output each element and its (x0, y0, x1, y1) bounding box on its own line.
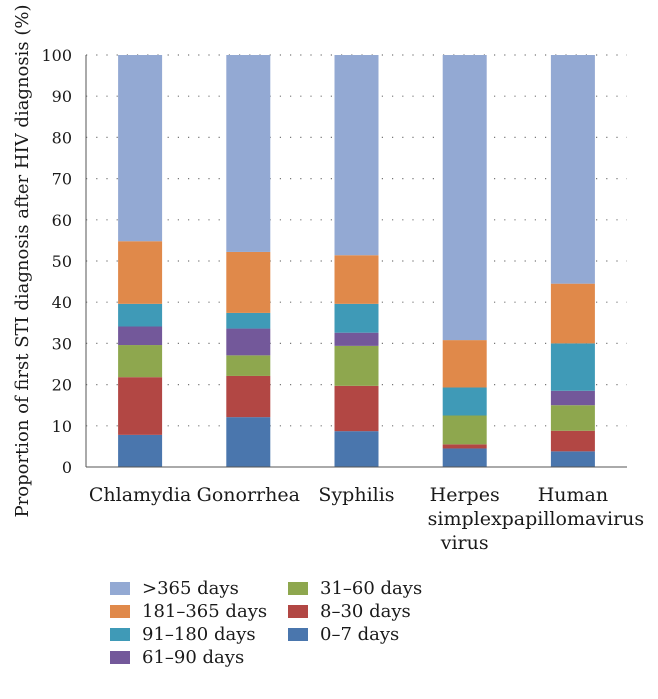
y-tick-label: 50 (52, 252, 72, 271)
bar-segment (334, 255, 379, 304)
y-tick-label: 20 (52, 376, 72, 395)
y-tick-label: 100 (41, 46, 72, 65)
bar-segment (550, 390, 595, 406)
x-tick-labels: Chlamydia Gonorrhea Syphilis Herpessimplexv… (89, 484, 644, 554)
legend-swatch (110, 605, 130, 618)
legend-swatch (288, 582, 308, 595)
bar-segment (550, 343, 595, 391)
bar-segment (442, 444, 487, 449)
axes (85, 55, 627, 468)
bar-segment (118, 303, 163, 327)
bar-segment (118, 326, 163, 346)
y-axis-label: Proportion of first STI diagnosis after … (12, 5, 33, 518)
x-tick-label: Gonorrhea (197, 484, 300, 506)
bar-segment (334, 55, 379, 256)
bar-segment (550, 405, 595, 431)
y-tick-label: 90 (52, 87, 72, 106)
bar-segment (226, 251, 271, 313)
x-tick-label: Chlamydia (89, 484, 192, 506)
bar-segment (334, 431, 379, 467)
x-tick-label: papillomavirus (502, 508, 645, 530)
bar-segment (550, 283, 595, 344)
bar-segment (442, 415, 487, 445)
bar-segment (334, 332, 379, 346)
legend-label: 181–365 days (142, 601, 267, 622)
legend-swatch (288, 628, 308, 641)
bar-segment (550, 451, 595, 467)
bar-segment (442, 387, 487, 416)
bar-segment (226, 355, 271, 376)
legend-swatch (110, 651, 130, 664)
bar-segment (334, 303, 379, 333)
bar-segment (118, 434, 163, 467)
bar-segment (334, 345, 379, 386)
y-tick-labels: 0 10 20 30 40 50 60 70 80 90 100 (41, 46, 72, 477)
y-tick-label: 60 (52, 211, 72, 230)
x-tick-label: simplex (428, 508, 502, 530)
bar-segment (226, 312, 271, 329)
bar-segment (226, 328, 271, 356)
legend-swatch (110, 582, 130, 595)
bar-segment (118, 345, 163, 378)
legend-swatch (110, 628, 130, 641)
bar-segment (226, 375, 271, 418)
x-tick-label: virus (440, 532, 489, 554)
y-tick-label: 40 (52, 293, 72, 312)
legend-label: 0–7 days (320, 624, 399, 645)
bar-stacks (118, 55, 595, 467)
legend-label: 91–180 days (142, 624, 256, 645)
y-tick-label: 80 (52, 128, 72, 147)
y-tick-label: 70 (52, 170, 72, 189)
legend-label: 61–90 days (142, 647, 244, 668)
y-tick-label: 30 (52, 334, 72, 353)
bar-segment (442, 448, 487, 467)
bar-segment (118, 377, 163, 435)
bar-segment (226, 55, 271, 252)
y-tick-label: 10 (52, 417, 72, 436)
bar-segment (118, 241, 163, 304)
x-tick-label: Herpes (430, 484, 500, 506)
x-tick-label: Human (538, 484, 608, 506)
bar-segment (550, 55, 595, 284)
legend-label: 31–60 days (320, 578, 422, 599)
bar-segment (442, 55, 487, 341)
bar-segment (226, 417, 271, 467)
x-tick-label: Syphilis (318, 484, 394, 506)
bar-segment (334, 385, 379, 432)
legend-swatch (288, 605, 308, 618)
bar-segment (442, 340, 487, 388)
legend-label: >365 days (142, 578, 239, 599)
bar-segment (118, 55, 163, 242)
bar-segment (550, 430, 595, 452)
legend-label: 8–30 days (320, 601, 411, 622)
y-tick-label: 0 (62, 458, 72, 477)
